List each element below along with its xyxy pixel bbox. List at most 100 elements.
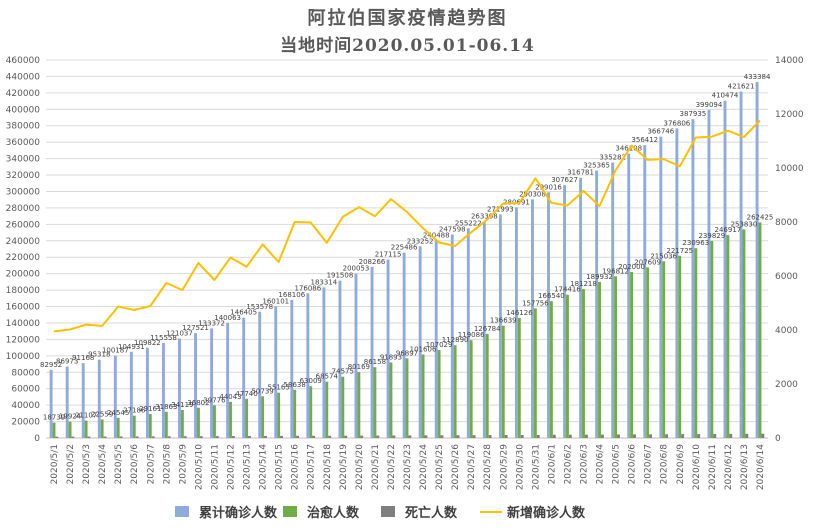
bar — [533, 308, 537, 438]
data-label: 34119 — [171, 401, 193, 409]
x-tick-label: 2020/5/6 — [130, 444, 140, 485]
bar — [742, 229, 746, 438]
data-label: 290308 — [519, 190, 546, 198]
bar — [226, 322, 230, 438]
bar — [547, 192, 550, 438]
bar — [579, 177, 583, 438]
y-right-tick-label: 4000 — [775, 326, 798, 336]
bar — [199, 436, 203, 438]
x-tick-label: 2020/5/3 — [82, 444, 92, 484]
y-left-tick-label: 0 — [34, 434, 40, 444]
x-tick-label: 2020/6/2 — [563, 444, 573, 484]
data-label: 86973 — [56, 358, 78, 366]
data-label: 21107 — [75, 412, 97, 420]
x-tick-label: 2020/5/14 — [259, 444, 269, 490]
data-label: 146126 — [506, 309, 533, 317]
data-label: 215036 — [650, 252, 677, 260]
data-label: 189932 — [586, 273, 613, 281]
bar — [662, 261, 666, 438]
data-label: 121037 — [166, 330, 193, 338]
data-label: 221725 — [666, 247, 693, 255]
x-tick-label: 2020/5/28 — [483, 444, 493, 490]
bar — [258, 311, 262, 438]
bar — [229, 401, 232, 438]
bar — [450, 234, 454, 438]
data-label: 140063 — [214, 314, 241, 322]
bar — [71, 436, 75, 438]
y-left-tick-label: 240000 — [6, 237, 41, 247]
x-tick-label: 2020/6/10 — [692, 444, 702, 490]
bar — [485, 333, 489, 438]
bar — [148, 414, 152, 438]
bar — [213, 405, 216, 438]
bar — [135, 436, 139, 438]
bar — [87, 436, 91, 438]
data-label: 247598 — [439, 226, 466, 234]
x-tick-label: 2020/5/11 — [210, 444, 220, 490]
bar — [531, 199, 534, 438]
bar — [49, 369, 53, 438]
bar — [264, 435, 267, 438]
bar — [421, 354, 425, 438]
bar — [405, 358, 409, 438]
data-label: 96897 — [396, 349, 418, 357]
x-tick-label: 2020/5/27 — [467, 444, 477, 490]
x-tick-label: 2020/5/16 — [291, 444, 301, 490]
y-left-tick-label: 60000 — [11, 385, 40, 395]
x-tick-label: 2020/6/11 — [708, 444, 718, 490]
data-label: 27186 — [123, 407, 146, 415]
data-label: 174416 — [554, 286, 581, 294]
bar — [312, 435, 316, 438]
data-label: 31863 — [155, 403, 177, 411]
bar — [566, 294, 569, 438]
x-tick-label: 2020/6/1 — [547, 444, 557, 484]
y-left-tick-label: 360000 — [6, 138, 41, 148]
data-label: 68574 — [316, 373, 339, 381]
y-right-tick-label: 6000 — [775, 272, 798, 282]
bar — [630, 272, 634, 438]
data-label: 100187 — [102, 347, 129, 355]
bar — [755, 81, 759, 439]
x-tick-label: 2020/5/31 — [531, 444, 541, 490]
x-tick-label: 2020/5/15 — [275, 444, 285, 490]
data-label: 24545 — [107, 409, 129, 417]
data-label: 316781 — [567, 169, 594, 177]
x-tick-label: 2020/5/18 — [323, 444, 333, 490]
data-label: 101606 — [410, 346, 437, 354]
bar — [611, 162, 615, 438]
bar — [402, 252, 406, 438]
bar — [517, 317, 521, 438]
bar — [498, 214, 502, 438]
y-left-tick-label: 380000 — [6, 122, 41, 132]
bar — [707, 110, 711, 439]
data-label: 176086 — [294, 284, 321, 292]
bar — [563, 185, 567, 438]
legend-label: 死亡人数 — [405, 505, 458, 521]
x-tick-label: 2020/6/9 — [676, 444, 686, 485]
bar — [97, 359, 101, 438]
bar — [713, 433, 717, 438]
bar — [306, 293, 310, 438]
data-label: 115558 — [150, 334, 177, 342]
legend-label: 新增确诊人数 — [507, 505, 586, 521]
bar — [408, 435, 412, 438]
x-tick-label: 2020/5/9 — [178, 444, 188, 485]
y-left-tick-label: 400000 — [6, 105, 41, 115]
data-label: 217115 — [375, 251, 402, 259]
data-label: 153578 — [246, 303, 273, 311]
data-label: 47740 — [235, 390, 257, 398]
data-label: 55165 — [268, 384, 290, 392]
bar — [504, 434, 508, 438]
bar — [582, 289, 585, 438]
bar — [328, 435, 332, 438]
y-left-tick-label: 420000 — [6, 89, 41, 99]
bar — [659, 136, 663, 438]
x-tick-label: 2020/6/8 — [660, 444, 670, 485]
legend-label: 治愈人数 — [307, 505, 360, 521]
data-label: 95318 — [88, 351, 110, 359]
bar — [322, 287, 326, 438]
x-tick-label: 2020/5/2 — [66, 444, 76, 484]
data-label: 74575 — [332, 368, 354, 376]
bar — [440, 435, 444, 438]
